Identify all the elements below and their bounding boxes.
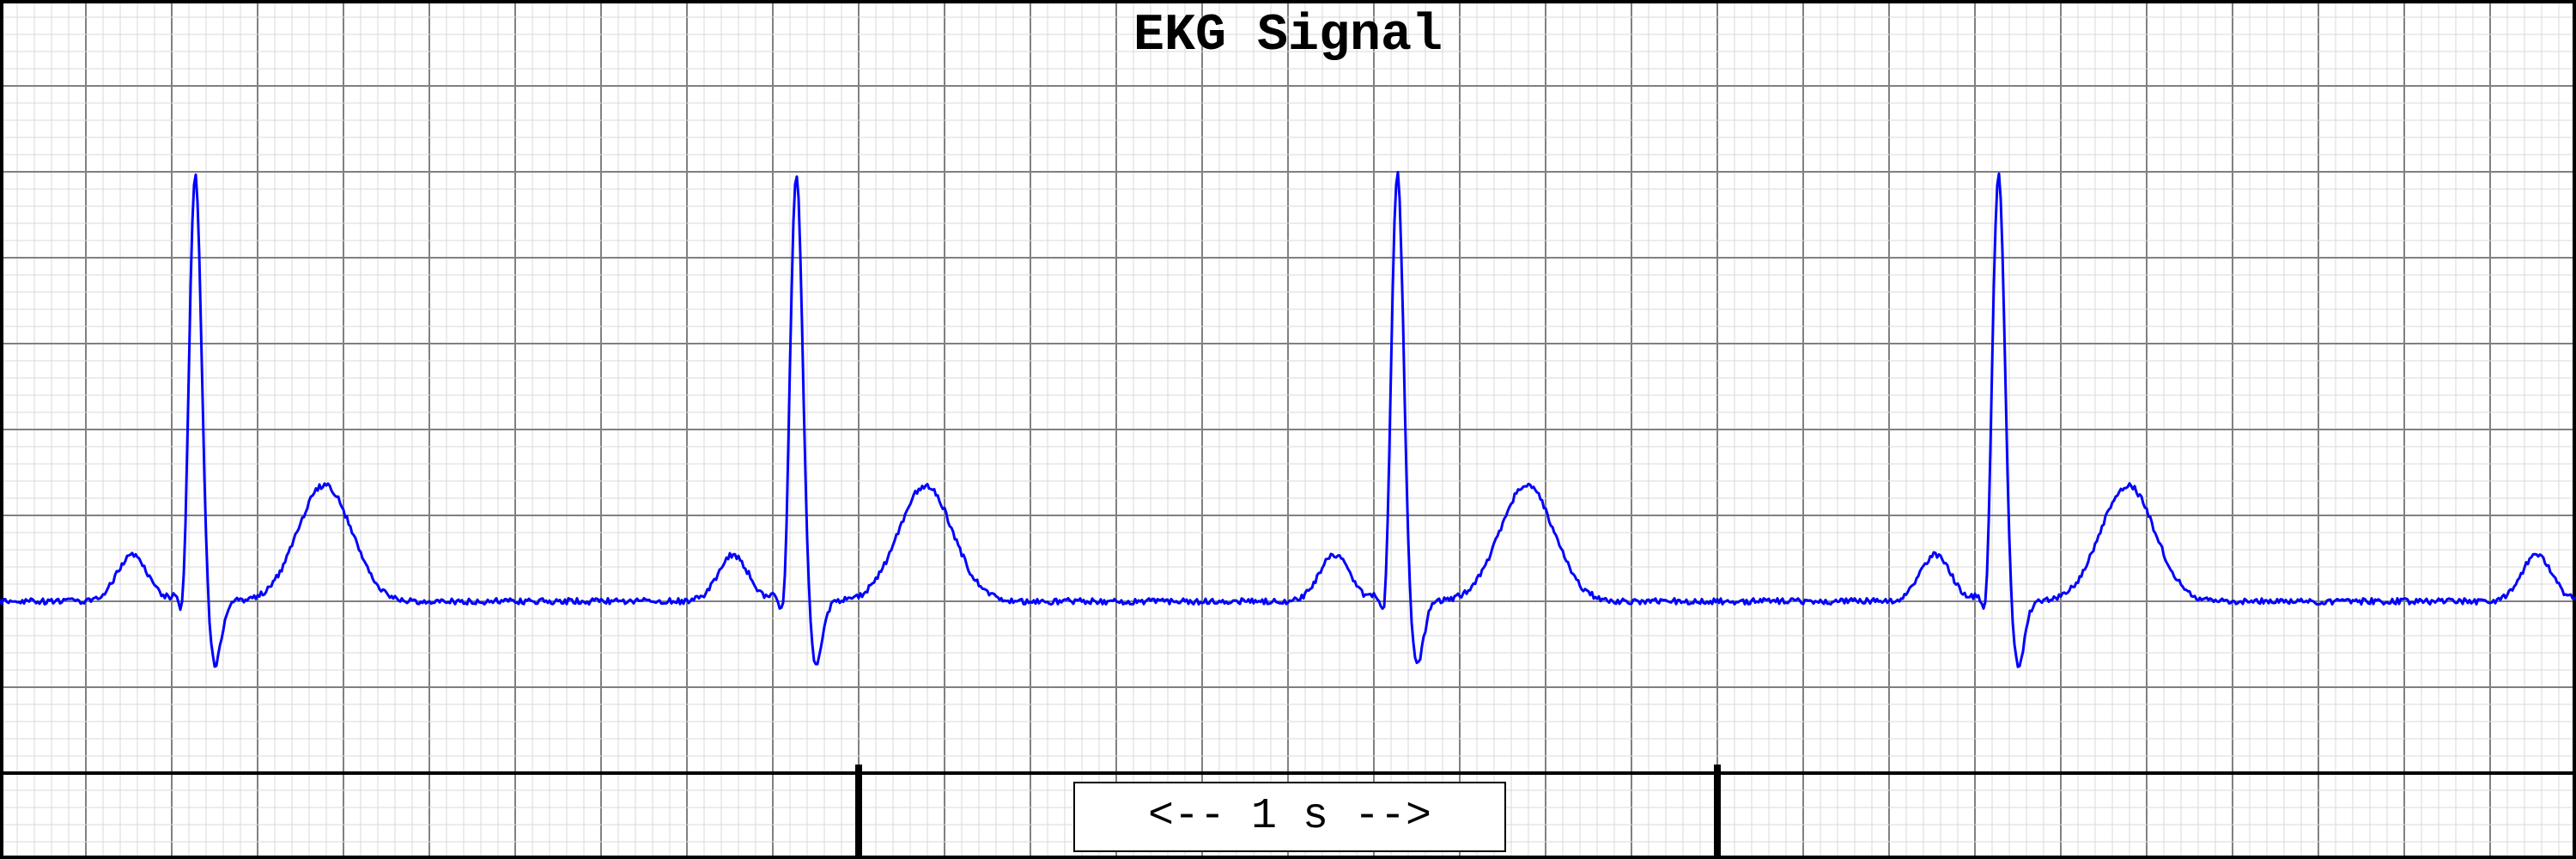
ekg-plot-area [0, 0, 2576, 859]
ekg-chart: EKG Signal <-- 1 s --> [0, 0, 2576, 859]
